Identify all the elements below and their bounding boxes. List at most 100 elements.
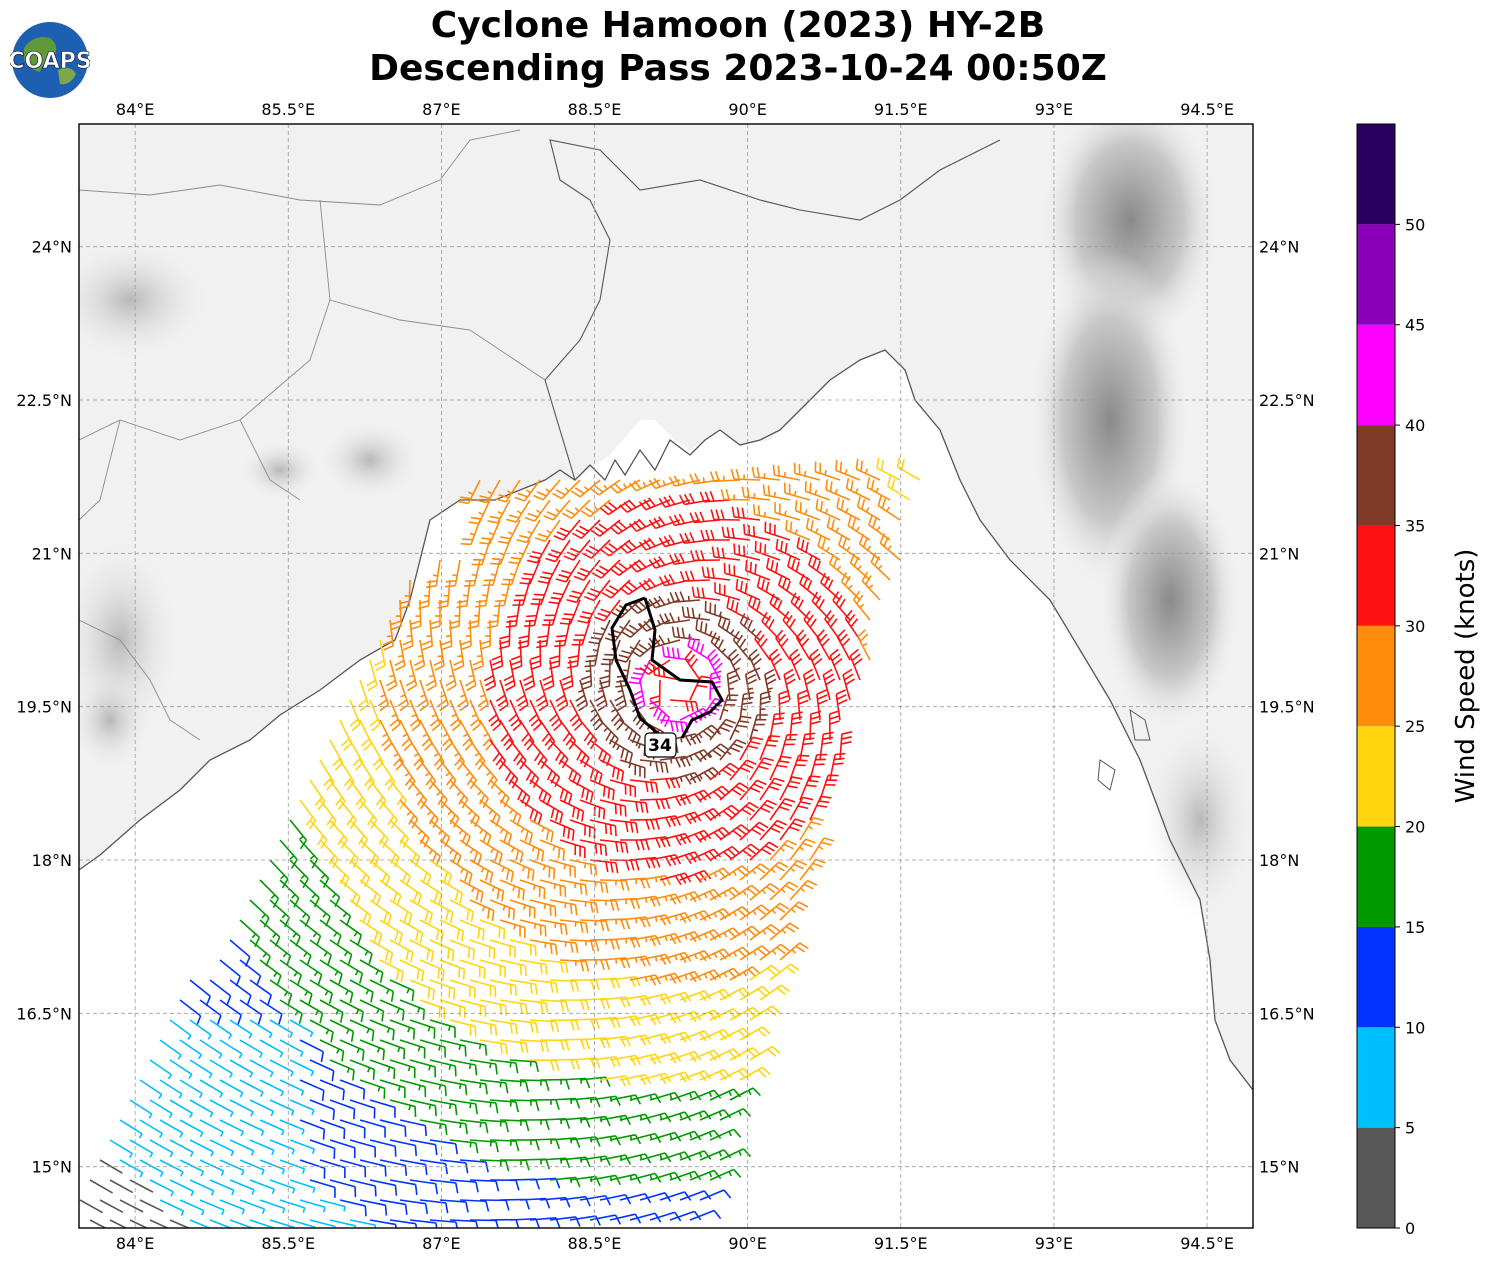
wind-barb <box>159 1199 185 1216</box>
wind-barb <box>508 699 522 732</box>
wind-barb <box>460 519 481 546</box>
wind-barb <box>729 801 759 821</box>
wind-barb <box>789 648 803 681</box>
wind-barb <box>409 1099 437 1117</box>
wind-barb <box>879 533 901 561</box>
wind-barb <box>389 899 413 925</box>
lon-tick-label-top: 94.5°E <box>1180 100 1234 119</box>
wind-barb <box>219 1159 245 1176</box>
wind-barb <box>399 759 416 790</box>
colorbar-tick-label: 15 <box>1405 918 1425 937</box>
lat-tick-label-right: 22.5°N <box>1259 391 1315 410</box>
wind-barb <box>319 999 344 1023</box>
wind-barb <box>89 1179 113 1194</box>
wind-barb <box>829 648 843 681</box>
wind-barb <box>648 556 681 569</box>
wind-barb <box>752 504 781 521</box>
wind-barb <box>567 639 581 669</box>
wind-barb <box>789 796 814 821</box>
wind-barb <box>389 1179 418 1195</box>
wind-barb <box>269 1219 296 1228</box>
wind-barb <box>269 859 289 889</box>
wind-barb <box>744 560 771 581</box>
wind-barb <box>309 779 326 811</box>
lon-tick-label-bottom: 84°E <box>116 1234 154 1253</box>
wind-barb <box>809 837 835 861</box>
wind-barb <box>519 999 549 1014</box>
wind-barb <box>802 668 816 701</box>
wind-barb <box>535 679 549 712</box>
wind-barb <box>421 619 434 651</box>
wind-barb <box>439 919 465 942</box>
wind-barb <box>409 1139 438 1156</box>
wind-barb <box>772 464 801 481</box>
lat-tick-label-right: 15°N <box>1259 1158 1299 1177</box>
wind-barb <box>689 1169 722 1181</box>
wind-barb <box>309 939 332 966</box>
wind-barb <box>399 719 413 751</box>
wind-barb <box>229 1139 255 1156</box>
wind-barb <box>609 1015 641 1027</box>
wind-barb <box>479 1039 508 1055</box>
wind-barb <box>389 1059 416 1079</box>
wind-barb <box>449 939 475 961</box>
wind-barb <box>409 859 432 886</box>
wind-barb <box>209 1179 235 1196</box>
wind-barb <box>739 863 770 881</box>
wind-barb <box>399 1039 426 1059</box>
wind-barb <box>799 775 821 801</box>
wind-barb <box>419 719 433 751</box>
wind-barb <box>475 579 491 608</box>
wind-barb <box>529 939 558 955</box>
wind-barb <box>539 719 556 751</box>
wind-barb <box>139 1199 164 1213</box>
wind-barb <box>594 679 608 712</box>
wind-barb <box>289 1179 316 1194</box>
wind-barb <box>495 479 521 503</box>
wind-barb <box>139 1079 163 1100</box>
wind-barb <box>449 699 462 732</box>
wind-barb <box>687 635 711 661</box>
wind-barb <box>359 1039 385 1061</box>
wind-barb <box>109 1219 128 1228</box>
colorbar-tick-label: 25 <box>1405 717 1425 736</box>
wind-barb <box>719 906 751 921</box>
wind-barb <box>460 619 472 651</box>
wind-barb <box>575 679 589 712</box>
wind-barb <box>549 939 579 954</box>
wind-barb <box>469 859 494 884</box>
wind-barb <box>449 899 475 923</box>
wind-barb <box>139 1119 163 1139</box>
wind-barb <box>289 939 312 966</box>
wind-barb <box>429 859 453 885</box>
wind-barb <box>410 599 422 631</box>
wind-barb <box>249 1019 273 1039</box>
wind-barb <box>299 919 322 947</box>
wind-barb <box>349 1019 375 1042</box>
wind-barb <box>469 1139 499 1153</box>
wind-barb <box>309 1059 335 1082</box>
wind-barb <box>459 1079 488 1095</box>
map-area: 34 <box>79 124 1253 1228</box>
wind-barb <box>825 479 851 501</box>
wind-barb <box>389 1219 418 1228</box>
lat-tick-label-left: 22.5°N <box>16 391 72 410</box>
wind-barb <box>689 1089 722 1101</box>
wind-barb <box>279 1159 306 1174</box>
wind-barb <box>259 1199 286 1214</box>
wind-barb <box>659 1151 692 1161</box>
terrain-shade <box>1145 720 1253 920</box>
wind-barb <box>179 1039 203 1060</box>
wind-barb <box>749 964 781 981</box>
wind-barb <box>109 1179 134 1194</box>
wind-barb <box>669 970 702 983</box>
wind-barb <box>659 612 691 625</box>
wind-barb <box>369 939 394 964</box>
wind-barb <box>732 630 751 661</box>
wind-barb <box>149 1179 174 1197</box>
wind-barb <box>671 626 701 641</box>
wind-barb <box>229 1099 254 1117</box>
wind-barb <box>329 979 354 1004</box>
wind-barb <box>759 734 780 761</box>
wind-barb <box>714 582 741 601</box>
